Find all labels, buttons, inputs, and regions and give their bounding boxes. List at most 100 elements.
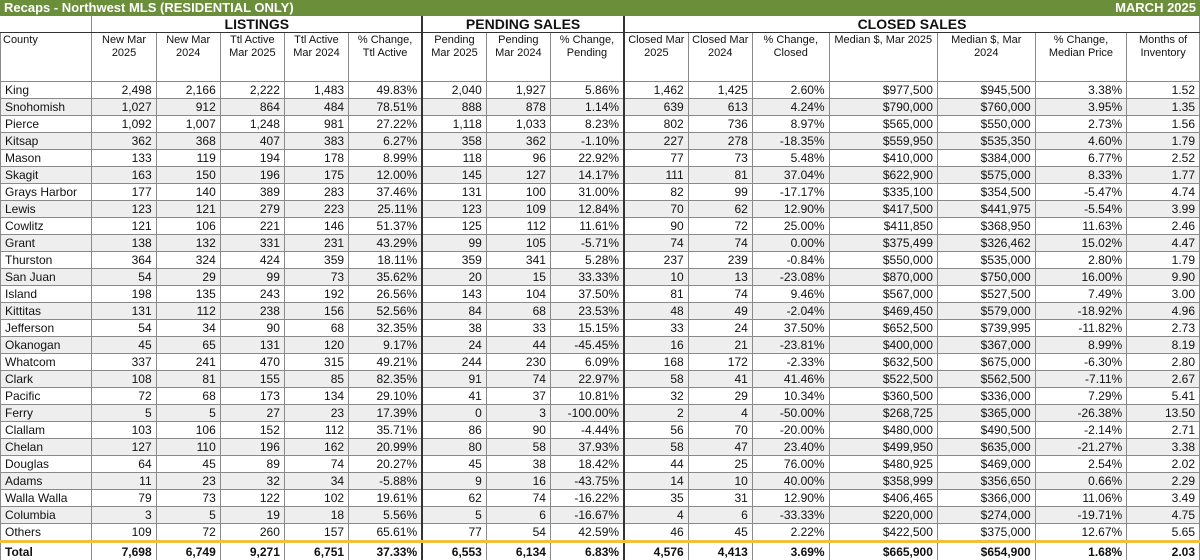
column-header: Median $, Mar 2024 (937, 33, 1035, 82)
county-cell: Cowlitz (1, 218, 92, 235)
value-cell: 85 (284, 371, 348, 388)
value-cell: 49.21% (349, 354, 423, 371)
value-cell: 2.73 (1127, 320, 1200, 337)
value-cell: 359 (422, 252, 486, 269)
value-cell: $400,000 (829, 337, 937, 354)
value-cell: 38 (422, 320, 486, 337)
value-cell: 44 (486, 337, 550, 354)
county-cell: Kittitas (1, 303, 92, 320)
county-cell: Jefferson (1, 320, 92, 337)
value-cell: 4 (688, 405, 752, 422)
value-cell: 15 (486, 269, 550, 286)
value-cell: 3.38% (1035, 82, 1126, 99)
column-header: Months of Inventory (1127, 33, 1200, 82)
value-cell: 109 (486, 201, 550, 218)
value-cell: 172 (688, 354, 752, 371)
value-cell: 358 (422, 133, 486, 150)
value-cell: 4.24% (752, 99, 829, 116)
value-cell: 9 (422, 473, 486, 490)
value-cell: 168 (624, 354, 688, 371)
value-cell: 134 (284, 388, 348, 405)
value-cell: -5.71% (550, 235, 624, 252)
value-cell: 19.61% (349, 490, 423, 507)
value-cell: 227 (624, 133, 688, 150)
value-cell: 155 (220, 371, 284, 388)
value-cell: 41 (688, 371, 752, 388)
value-cell: $535,000 (937, 252, 1035, 269)
value-cell: $870,000 (829, 269, 937, 286)
value-cell: 7.29% (1035, 388, 1126, 405)
value-cell: 244 (422, 354, 486, 371)
value-cell: 2.22% (752, 524, 829, 542)
value-cell: 20.99% (349, 439, 423, 456)
value-cell: 888 (422, 99, 486, 116)
value-cell: 48 (624, 303, 688, 320)
value-cell: 25 (688, 456, 752, 473)
column-header: County (1, 33, 92, 82)
value-cell: 47 (688, 439, 752, 456)
value-cell: 100 (486, 184, 550, 201)
value-cell: 4.74 (1127, 184, 1200, 201)
value-cell: 122 (220, 490, 284, 507)
county-cell: King (1, 82, 92, 99)
value-cell: -2.04% (752, 303, 829, 320)
value-cell: 25.00% (752, 218, 829, 235)
county-cell: Adams (1, 473, 92, 490)
value-cell: 162 (284, 439, 348, 456)
value-cell: -5.47% (1035, 184, 1126, 201)
value-cell: 112 (156, 303, 220, 320)
value-cell: 362 (486, 133, 550, 150)
value-cell: 37.46% (349, 184, 423, 201)
value-cell: -17.17% (752, 184, 829, 201)
value-cell: 51.37% (349, 218, 423, 235)
value-cell: 2,166 (156, 82, 220, 99)
group-closed-sales: CLOSED SALES (624, 16, 1199, 33)
value-cell: 77 (624, 150, 688, 167)
value-cell: 74 (486, 371, 550, 388)
value-cell: 99 (422, 235, 486, 252)
value-cell: $410,000 (829, 150, 937, 167)
value-cell: 23.53% (550, 303, 624, 320)
report-title: Recaps - Northwest MLS (RESIDENTIAL ONLY… (4, 0, 294, 16)
value-cell: 359 (284, 252, 348, 269)
value-cell: -100.00% (550, 405, 624, 422)
value-cell: 32.35% (349, 320, 423, 337)
value-cell: 24 (688, 320, 752, 337)
value-cell: $336,000 (937, 388, 1035, 405)
value-cell: 58 (486, 439, 550, 456)
value-cell: 32 (624, 388, 688, 405)
value-cell: $469,450 (829, 303, 937, 320)
value-cell: 5 (92, 405, 156, 422)
county-cell: San Juan (1, 269, 92, 286)
value-cell: 0.66% (1035, 473, 1126, 490)
value-cell: 123 (92, 201, 156, 218)
column-header: Pending Mar 2025 (422, 33, 486, 82)
value-cell: 86 (422, 422, 486, 439)
value-cell: 1,092 (92, 116, 156, 133)
value-cell: 78.51% (349, 99, 423, 116)
value-cell: 231 (284, 235, 348, 252)
value-cell: 10 (624, 269, 688, 286)
value-cell: 15.15% (550, 320, 624, 337)
value-cell: 6.27% (349, 133, 423, 150)
value-cell: $760,000 (937, 99, 1035, 116)
value-cell: 2,222 (220, 82, 284, 99)
value-cell: -6.30% (1035, 354, 1126, 371)
value-cell: 389 (220, 184, 284, 201)
value-cell: 21 (688, 337, 752, 354)
value-cell: 177 (92, 184, 156, 201)
value-cell: 2.80% (1035, 252, 1126, 269)
value-cell: 223 (284, 201, 348, 218)
value-cell: 4.96 (1127, 303, 1200, 320)
value-cell: 138 (92, 235, 156, 252)
column-header: % Change, Pending (550, 33, 624, 82)
value-cell: -18.92% (1035, 303, 1126, 320)
value-cell: $652,500 (829, 320, 937, 337)
value-cell: 0 (422, 405, 486, 422)
value-cell: 68 (486, 303, 550, 320)
value-cell: 76.00% (752, 456, 829, 473)
value-cell: 81 (624, 286, 688, 303)
